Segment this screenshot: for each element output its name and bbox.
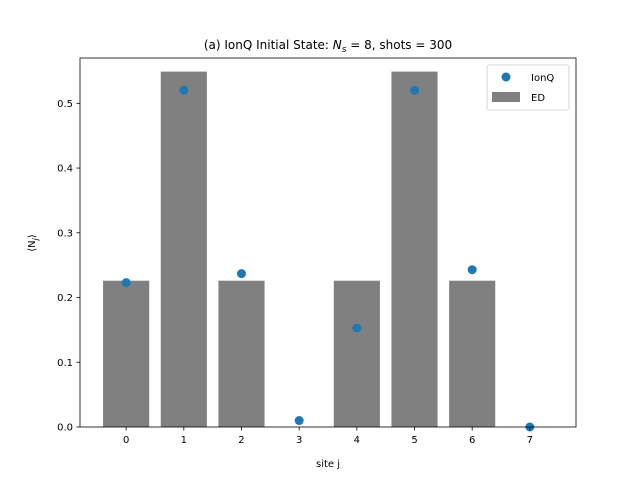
point-ionq-2: [236, 269, 246, 279]
point-ionq-1: [179, 85, 189, 95]
legend-patch-ed: [492, 92, 520, 102]
bar-ed-2: [218, 280, 265, 427]
x-tick-label: 5: [411, 435, 417, 446]
x-axis: 0 1 2 3 4 5 6 7: [123, 427, 533, 446]
point-ionq-0: [121, 278, 131, 288]
legend-box: [486, 64, 570, 111]
x-tick-label: 3: [296, 435, 302, 446]
y-axis: 0.0 0.1 0.2 0.3 0.4 0.5: [57, 99, 80, 434]
x-tick-label: 0: [123, 435, 129, 446]
x-tick-label: 4: [354, 435, 360, 446]
points-group: [121, 85, 535, 432]
bar-ed-0: [103, 280, 150, 427]
bar-ed-5: [391, 71, 438, 428]
point-ionq-3: [294, 416, 304, 426]
y-axis-label: ⟨Nj⟩: [27, 234, 40, 252]
bar-ed-4: [333, 280, 380, 427]
bar-ed-1: [160, 71, 207, 428]
y-tick-label: 0.3: [57, 228, 73, 239]
x-axis-label: site j: [316, 459, 340, 470]
x-tick-label: 7: [527, 435, 533, 446]
plot-frame: [79, 57, 577, 428]
chart-title: (a) IonQ Initial State: Ns = 8, shots = …: [204, 38, 452, 55]
y-tick-label: 0.5: [57, 99, 73, 110]
bars-group: [103, 71, 496, 428]
legend-label-ed: ED: [531, 93, 545, 104]
bar-ed-6: [449, 280, 496, 427]
x-tick-label: 1: [181, 435, 187, 446]
x-tick-label: 2: [238, 435, 244, 446]
point-ionq-6: [467, 265, 477, 275]
legend-label-ionq: IonQ: [531, 73, 554, 84]
y-tick-label: 0.4: [57, 164, 73, 175]
y-tick-label: 0.1: [57, 358, 73, 369]
x-tick-label: 6: [469, 435, 475, 446]
legend-marker-ionq: [501, 72, 511, 82]
y-tick-label: 0.2: [57, 293, 73, 304]
legend: IonQ ED: [486, 64, 570, 111]
point-ionq-4: [352, 323, 362, 333]
y-tick-label: 0.0: [57, 423, 73, 434]
point-ionq-5: [410, 85, 420, 95]
